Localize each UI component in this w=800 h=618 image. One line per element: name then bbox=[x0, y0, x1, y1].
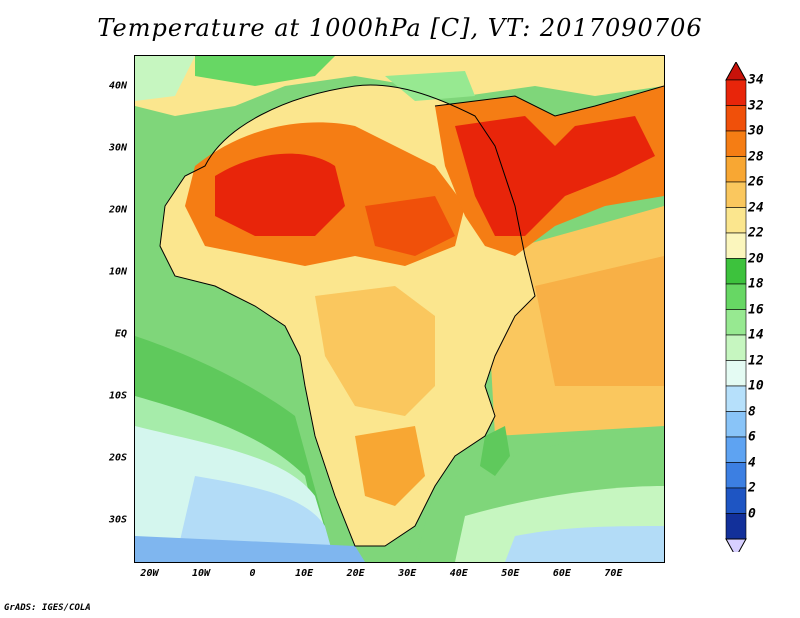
colorbar-label: 16 bbox=[748, 302, 764, 317]
colorbar-label: 30 bbox=[748, 123, 764, 139]
lon-tick-label: 40E bbox=[449, 568, 468, 579]
lat-tick-label: 30N bbox=[108, 142, 127, 154]
colorbar bbox=[725, 62, 747, 552]
colorbar-bottom-arrow bbox=[725, 538, 747, 552]
colorbar-top-arrow bbox=[725, 62, 747, 81]
arabian-sea-warm bbox=[535, 256, 664, 386]
colorbar-label: 4 bbox=[748, 455, 756, 470]
lon-tick-label: 50E bbox=[501, 568, 520, 579]
colorbar-segment bbox=[725, 156, 747, 183]
lat-tick-label: 20N bbox=[108, 204, 127, 216]
madagascar bbox=[480, 426, 510, 476]
lon-tick-label: 20W bbox=[140, 568, 159, 579]
colorbar-segment bbox=[725, 309, 747, 336]
lat-tick-label: EQ bbox=[114, 328, 127, 340]
sudan-hot bbox=[365, 196, 455, 256]
colorbar-segment bbox=[725, 462, 747, 489]
southern-ocean-cold bbox=[135, 536, 365, 562]
colorbar-label: 14 bbox=[748, 327, 764, 343]
colorbar-segment bbox=[725, 232, 747, 259]
southern-africa-warm bbox=[355, 426, 425, 506]
lat-tick-label: 10S bbox=[108, 390, 127, 402]
colorbar-segment bbox=[725, 130, 747, 157]
colorbar-segment bbox=[725, 385, 747, 412]
colorbar-label: 18 bbox=[748, 276, 764, 292]
colorbar-segment bbox=[725, 513, 747, 540]
colorbar-segment bbox=[725, 487, 747, 514]
colorbar-label: 28 bbox=[748, 149, 764, 164]
lon-tick-label: 0 bbox=[249, 568, 256, 579]
colorbar-segment bbox=[725, 360, 747, 387]
colorbar-label: 0 bbox=[748, 506, 756, 521]
colorbar-label: 10 bbox=[748, 378, 764, 394]
colorbar-label: 26 bbox=[748, 174, 764, 190]
iberia-cool bbox=[195, 56, 335, 86]
lon-tick-label: 20E bbox=[346, 568, 365, 579]
africa-coastline bbox=[159, 84, 536, 547]
temperature-map bbox=[134, 55, 665, 563]
colorbar-segment bbox=[725, 411, 747, 438]
map-canvas bbox=[135, 56, 664, 562]
colorbar-segment bbox=[725, 258, 747, 285]
north-atlantic-cool bbox=[135, 56, 195, 101]
colorbar-label: 24 bbox=[748, 200, 764, 215]
colorbar-segment bbox=[725, 334, 747, 361]
colorbar-label: 20 bbox=[748, 251, 764, 266]
colorbar-label: 8 bbox=[748, 404, 756, 419]
colorbar-segment bbox=[725, 105, 747, 132]
lon-tick-label: 10E bbox=[295, 568, 314, 579]
colorbar-segment bbox=[725, 181, 747, 208]
congo-warm bbox=[315, 286, 435, 416]
credit-text: GrADS: IGES/COLA bbox=[4, 603, 91, 613]
mediterranean-cool bbox=[385, 71, 475, 101]
lat-tick-label: 30S bbox=[108, 514, 127, 526]
colorbar-label: 34 bbox=[748, 72, 764, 88]
lon-tick-label: 70E bbox=[604, 568, 623, 579]
arabia-core bbox=[455, 116, 655, 236]
colorbar-label: 32 bbox=[748, 98, 764, 113]
indian-ocean-colder bbox=[505, 526, 664, 562]
lat-tick-label: 40N bbox=[108, 80, 127, 92]
lon-tick-label: 10W bbox=[191, 568, 211, 579]
colorbar-segment bbox=[725, 207, 747, 234]
map-title: Temperature at 1000hPa [C], VT: 20170907… bbox=[97, 14, 703, 42]
lon-tick-label: 60E bbox=[552, 568, 571, 579]
colorbar-segment bbox=[725, 283, 747, 310]
asia-coastline bbox=[434, 85, 664, 117]
sahara-core bbox=[215, 153, 345, 236]
colorbar-label: 12 bbox=[748, 353, 764, 368]
colorbar-segment bbox=[725, 79, 747, 106]
lon-tick-label: 30E bbox=[398, 568, 417, 579]
lat-tick-label: 20S bbox=[108, 452, 127, 464]
colorbar-label: 6 bbox=[748, 429, 756, 445]
colorbar-segment bbox=[725, 436, 747, 463]
colorbar-label: 22 bbox=[748, 225, 764, 241]
lat-tick-label: 10N bbox=[108, 266, 127, 278]
colorbar-label: 2 bbox=[748, 480, 756, 496]
